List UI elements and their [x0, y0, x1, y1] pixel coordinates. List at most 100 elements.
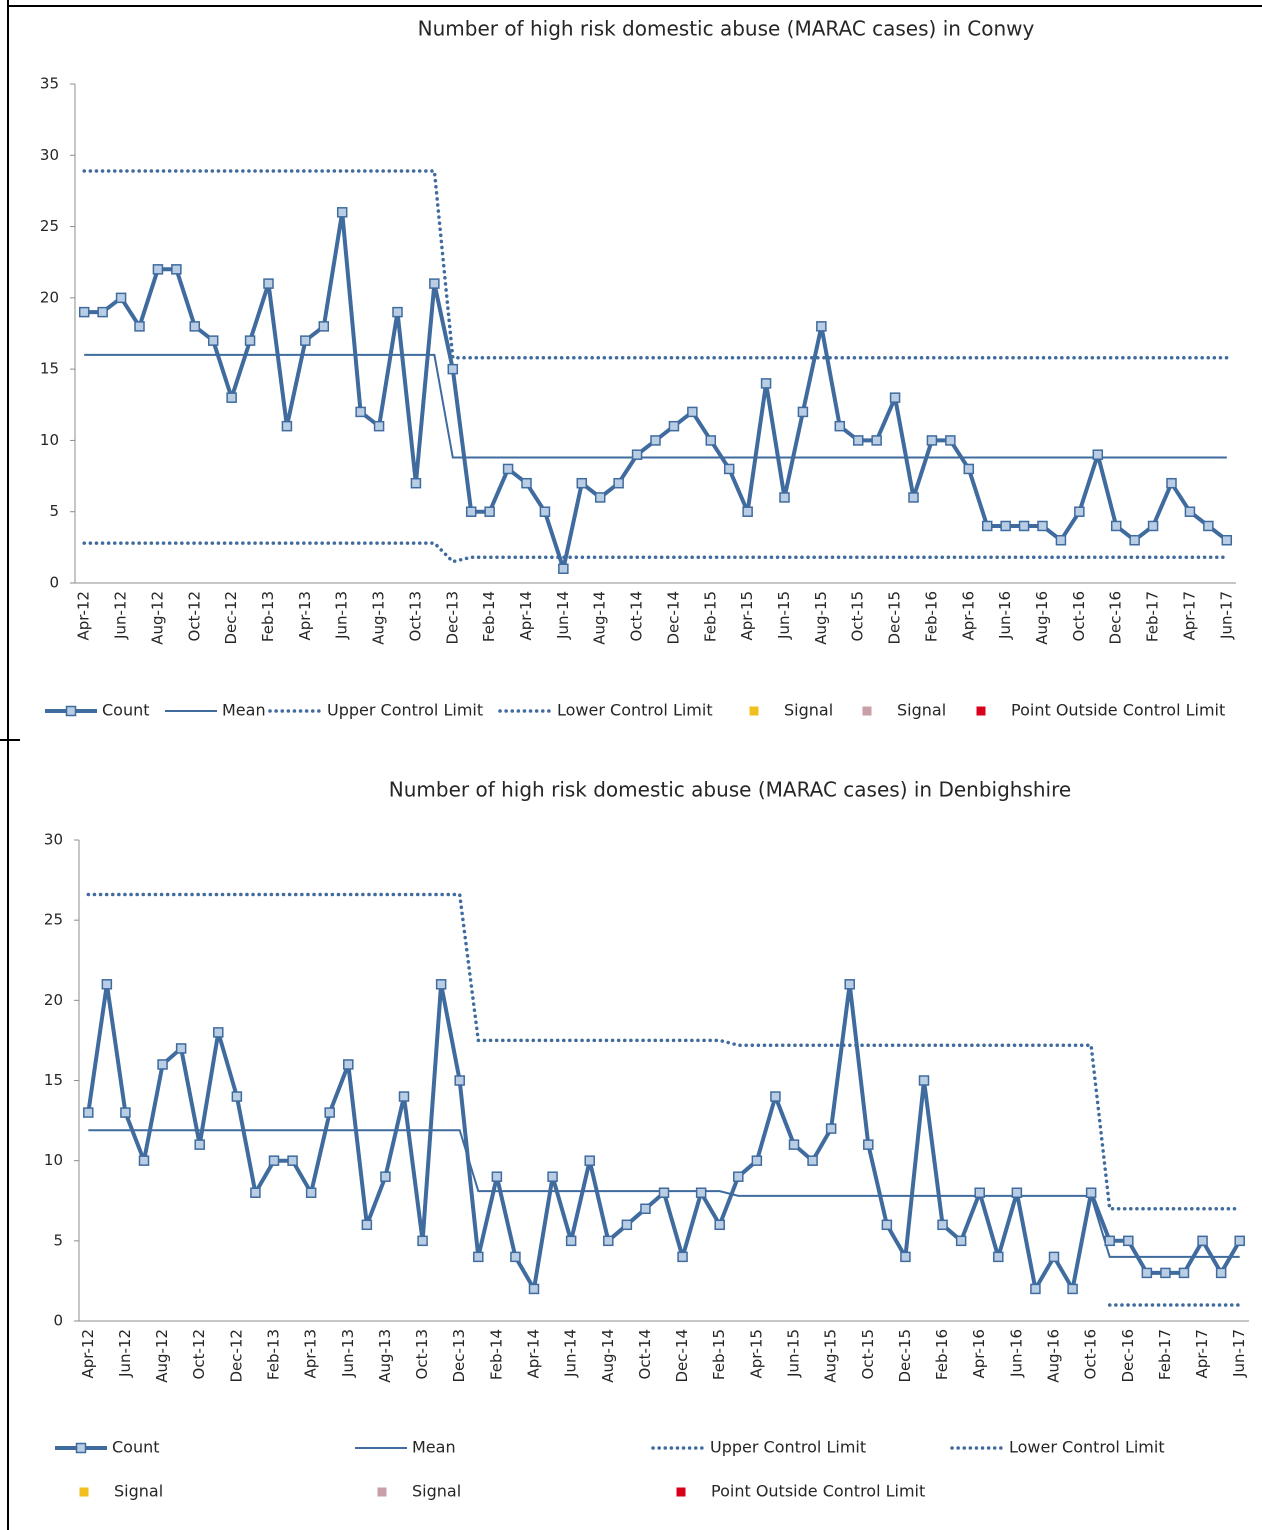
x-tick-label: Dec-12 — [222, 591, 240, 645]
chart-title: Number of high risk domestic abuse (MARA… — [418, 17, 1035, 41]
count-marker — [521, 477, 532, 489]
count-marker — [380, 1171, 391, 1182]
x-tick-label: Feb-16 — [922, 591, 940, 642]
count-marker — [435, 979, 447, 990]
x-tick-label: Oct-12 — [185, 591, 203, 641]
legend-symbol — [749, 706, 759, 716]
mean-line — [84, 353, 1227, 459]
count-marker — [244, 335, 256, 346]
count-marker — [1221, 534, 1233, 546]
legend-label: Mean — [412, 1438, 456, 1457]
x-tick-label: Jun-12 — [116, 1329, 134, 1378]
x-tick-label: Apr-13 — [302, 1329, 320, 1379]
count-line — [86, 982, 1242, 1291]
count-marker — [576, 477, 588, 489]
count-marker — [816, 321, 827, 332]
x-tick-label: Dec-12 — [227, 1329, 245, 1383]
x-tick-label: Jun-16 — [1007, 1329, 1025, 1378]
x-tick-label: Dec-14 — [664, 591, 682, 645]
count-marker — [194, 1139, 205, 1150]
x-tick-label: Apr-16 — [959, 591, 977, 641]
x-tick-label: Dec-13 — [450, 1329, 468, 1383]
count-marker — [250, 1187, 261, 1198]
x-tick-label: Apr-16 — [970, 1329, 988, 1379]
x-tick-label: Oct-12 — [190, 1329, 208, 1379]
count-marker — [705, 435, 717, 446]
x-tick-label: Dec-16 — [1119, 1329, 1137, 1383]
x-tick-label: Aug-14 — [591, 591, 609, 645]
chart: Number of high risk domestic abuse (MARA… — [40, 17, 1236, 720]
y-tick-label: 15 — [40, 360, 59, 378]
count-marker — [78, 306, 90, 318]
x-tick-label: Apr-17 — [1180, 591, 1198, 641]
count-marker — [1048, 1251, 1060, 1263]
legend-label: Point Outside Control Limit — [1011, 701, 1225, 720]
count-marker — [631, 449, 643, 460]
count-marker — [900, 1251, 911, 1263]
count-marker — [1203, 520, 1214, 532]
y-tick-label: 25 — [40, 217, 59, 235]
y-tick-label: 20 — [44, 991, 63, 1009]
count-marker — [760, 378, 772, 389]
count-marker — [908, 492, 919, 503]
count-marker — [97, 306, 108, 318]
y-tick-label: 10 — [44, 1151, 63, 1169]
count-marker — [1000, 520, 1011, 532]
count-marker — [963, 463, 975, 475]
count-marker — [1110, 520, 1122, 532]
count-marker — [189, 321, 201, 332]
y-tick-label: 5 — [49, 502, 59, 520]
count-marker — [1085, 1187, 1097, 1198]
control-limit-line — [86, 892, 1242, 1211]
y-tick-label: 10 — [40, 431, 59, 449]
count-marker — [926, 435, 938, 446]
x-tick-label: Jun-14 — [554, 591, 572, 640]
x-tick-label: Feb-13 — [265, 1329, 283, 1380]
legend-symbol — [676, 1487, 686, 1497]
count-marker — [361, 1219, 373, 1231]
x-tick-label: Aug-16 — [1045, 1329, 1063, 1383]
legend-symbol — [377, 1487, 387, 1497]
count-marker — [1037, 520, 1048, 532]
count-marker — [1166, 477, 1177, 489]
count-marker — [336, 207, 348, 218]
count-marker — [207, 335, 219, 346]
count-marker — [825, 1123, 837, 1134]
x-tick-label: Feb-16 — [933, 1329, 951, 1380]
count-marker — [318, 321, 330, 332]
count-marker — [974, 1187, 985, 1198]
count-marker — [447, 363, 459, 375]
y-tick-label: 30 — [40, 146, 59, 164]
count-marker — [502, 463, 514, 475]
count-marker — [343, 1059, 354, 1070]
x-tick-label: Dec-15 — [886, 591, 904, 645]
count-marker — [677, 1251, 688, 1263]
legend-symbol — [75, 1442, 87, 1454]
count-marker — [1067, 1283, 1078, 1295]
count-marker — [1074, 506, 1085, 517]
control-limit-line — [82, 169, 1229, 360]
count-marker — [687, 406, 698, 418]
count-marker — [1197, 1235, 1208, 1247]
y-tick-label: 5 — [53, 1231, 63, 1249]
count-marker — [844, 979, 855, 990]
count-marker — [779, 492, 790, 503]
count-marker — [324, 1107, 335, 1118]
y-tick-label: 15 — [44, 1071, 63, 1089]
count-marker — [558, 563, 569, 574]
count-marker — [454, 1075, 465, 1086]
y-tick-label: 20 — [40, 288, 59, 306]
count-marker — [1011, 1187, 1023, 1198]
count-marker — [429, 278, 440, 289]
x-tick-label: Feb-14 — [480, 591, 498, 642]
count-marker — [281, 420, 293, 432]
x-tick-label: Apr-12 — [79, 1329, 97, 1379]
count-marker — [584, 1155, 595, 1166]
legend-symbol — [862, 706, 872, 716]
count-marker — [937, 1219, 948, 1231]
x-tick-label: Oct-15 — [849, 591, 867, 641]
count-marker — [152, 264, 164, 275]
chart-title: Number of high risk domestic abuse (MARA… — [389, 778, 1071, 802]
x-tick-label: Feb-14 — [487, 1329, 505, 1380]
